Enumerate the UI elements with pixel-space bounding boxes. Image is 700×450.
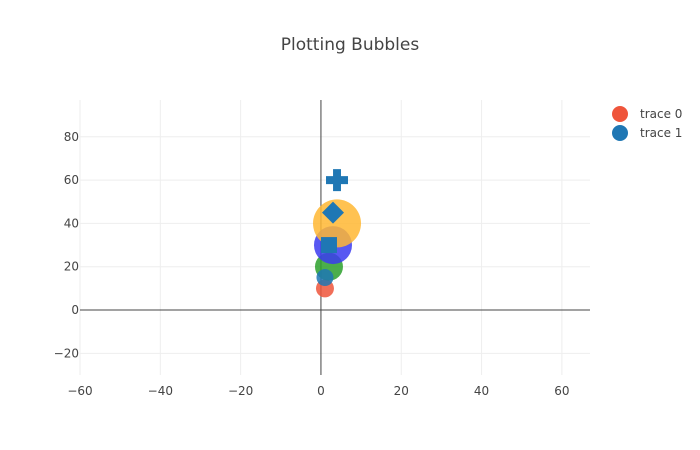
y-tick-label: −20	[54, 346, 79, 360]
legend-swatch	[612, 125, 628, 141]
y-tick-label: 0	[71, 303, 79, 317]
cross-marker	[326, 169, 349, 192]
x-tick-label: −20	[228, 384, 253, 398]
x-tick-label: −60	[67, 384, 92, 398]
x-tick-label: 20	[394, 384, 409, 398]
legend-item[interactable]: trace 1	[612, 125, 682, 141]
bubble-marker	[316, 269, 334, 287]
legend-swatch	[612, 106, 628, 122]
legend-label: trace 0	[640, 107, 682, 121]
marker-layer	[313, 169, 362, 298]
x-tick-label: −40	[148, 384, 173, 398]
y-tick-label: 60	[64, 173, 79, 187]
diamond-marker	[321, 201, 344, 224]
chart-title: Plotting Bubbles	[281, 35, 420, 55]
x-tick-label: 0	[317, 384, 325, 398]
x-tick-label: 60	[554, 384, 569, 398]
square-marker	[320, 237, 337, 254]
tick-label-layer: −60 −40 −20 0 20 40 60 −20 0 20 40 60 80	[54, 130, 570, 398]
y-tick-label: 20	[64, 260, 79, 274]
legend[interactable]: trace 0 trace 1	[612, 106, 682, 141]
y-tick-label: 40	[64, 216, 79, 230]
legend-item[interactable]: trace 0	[612, 106, 682, 122]
y-tick-label: 80	[64, 130, 79, 144]
legend-label: trace 1	[640, 126, 682, 140]
x-tick-label: 40	[474, 384, 489, 398]
